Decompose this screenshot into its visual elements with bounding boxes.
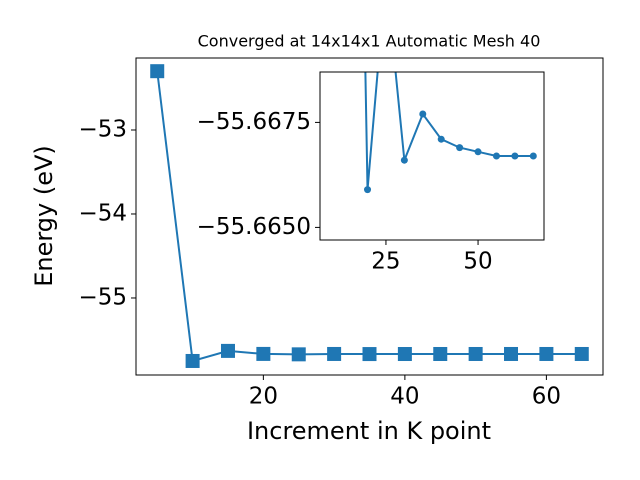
marker: [574, 346, 589, 361]
axes-frame: [135, 57, 604, 376]
marker: [474, 148, 482, 156]
x-tick-label: 20: [249, 384, 278, 410]
y-tick-label: −55.6650: [197, 214, 311, 240]
marker: [433, 346, 448, 361]
marker: [291, 347, 306, 362]
marker: [185, 353, 200, 368]
marker: [364, 186, 372, 194]
marker: [397, 347, 412, 362]
marker: [539, 346, 554, 361]
marker: [504, 346, 519, 361]
y-tick-label: −55: [78, 284, 127, 310]
marker: [327, 346, 342, 361]
x-tick-label: 25: [371, 249, 400, 275]
x-tick-label: 40: [390, 384, 419, 410]
marker: [256, 346, 271, 361]
y-axis-label: Energy (eV): [30, 145, 58, 287]
marker: [419, 110, 427, 118]
x-tick-label: 50: [463, 249, 492, 275]
marker: [492, 152, 500, 160]
series: [150, 64, 589, 368]
marker: [150, 64, 165, 79]
marker: [529, 152, 537, 160]
marker: [400, 156, 408, 164]
axes-frame: [319, 71, 545, 241]
chart-title: Converged at 14x14x1 Automatic Mesh 40: [198, 32, 541, 51]
marker: [468, 346, 483, 361]
y-tick-label: −54: [78, 200, 127, 226]
y-tick-label: −53: [78, 116, 127, 142]
marker: [511, 152, 519, 160]
marker: [437, 135, 445, 143]
marker: [220, 343, 235, 358]
marker: [456, 144, 464, 152]
y-tick-label: −55.6675: [197, 109, 311, 135]
series: [364, 72, 537, 194]
marker: [362, 347, 377, 362]
x-tick-label: 60: [532, 384, 561, 410]
x-axis-label: Increment in K point: [247, 417, 491, 445]
